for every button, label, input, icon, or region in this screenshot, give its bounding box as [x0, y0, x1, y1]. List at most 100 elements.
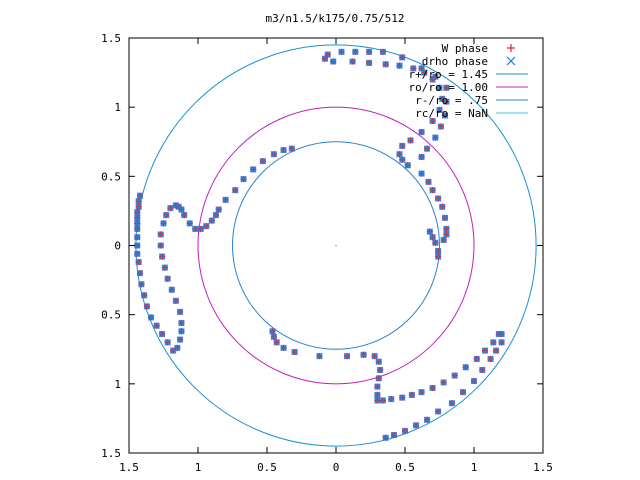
- center-point: [335, 244, 337, 247]
- drho-phase-point-97: [443, 231, 450, 238]
- x-tick-label-1: 1: [195, 461, 202, 474]
- drho-phase-point-18: [164, 339, 171, 346]
- drho-phase-point-42: [157, 231, 164, 238]
- legend-entry-1: drho phase: [422, 55, 516, 68]
- drho-phase-point-30: [222, 196, 229, 203]
- drho-phase-point-120: [366, 59, 373, 66]
- drho-phase-point-11: [137, 270, 143, 277]
- drho-phase-point-114: [436, 84, 443, 91]
- drho-phase-point-17: [159, 331, 166, 337]
- drho-phase-point-85: [487, 356, 494, 362]
- drho-phase-point-92: [413, 422, 419, 429]
- drho-phase-point-55: [270, 333, 277, 340]
- drho-phase-point-4: [134, 214, 141, 221]
- x-tick-label-2: 0.5: [257, 461, 277, 474]
- drho-phase-point-125: [338, 48, 345, 55]
- drho-phase-point-109: [407, 137, 414, 144]
- drho-phase-point-91: [424, 416, 431, 423]
- drho-phase-point-53: [174, 344, 181, 351]
- legend-label-4: r-/ro = .75: [415, 94, 488, 107]
- drho-phase-point-136: [432, 134, 439, 141]
- x-tick-label-5: 1: [471, 461, 478, 474]
- y-tick-label-3: 0: [114, 240, 121, 253]
- legend-entry-0: W phase: [442, 42, 515, 55]
- drho-phase-point-15: [148, 314, 155, 321]
- drho-phase-point-41: [160, 220, 167, 227]
- drho-phase-point-9: [134, 250, 141, 257]
- drho-phase-point-73: [418, 389, 425, 396]
- drho-phase-point-96: [440, 237, 447, 243]
- y-tick-label-4: 0.5: [101, 170, 121, 183]
- drho-phase-point-35: [270, 151, 277, 158]
- legend-marker-1: [506, 56, 516, 66]
- drho-phase-point-21: [178, 206, 185, 213]
- y-tick-label-6: 1.5: [101, 32, 121, 45]
- drho-phase-point-74: [429, 385, 436, 391]
- legend-label-2: r+/ro = 1.45: [409, 68, 488, 81]
- drho-phase-point-75: [440, 379, 447, 386]
- drho-phase-point-29: [215, 206, 222, 213]
- drho-phase-point-99: [442, 214, 448, 221]
- drho-phase-point-124: [324, 51, 331, 58]
- drho-phase-point-13: [141, 292, 148, 299]
- drho-phase-point-63: [375, 358, 382, 365]
- drho-phase-point-129: [399, 54, 406, 61]
- drho-phase-point-102: [429, 187, 436, 194]
- drho-phase-point-40: [163, 212, 170, 218]
- legend-label-5: rc/ro = NaN: [415, 107, 488, 120]
- x-tick-label-0: 1.5: [119, 461, 139, 474]
- drho-phase-point-25: [197, 225, 204, 232]
- drho-phase-point-47: [168, 286, 175, 293]
- drho-phase-point-2: [135, 203, 142, 210]
- drho-phase-point-110: [418, 129, 425, 135]
- drho-phase-point-56: [273, 339, 280, 346]
- drho-phase-point-26: [203, 223, 210, 230]
- drho-phase-point-38: [172, 202, 179, 209]
- drho-phase-point-143: [426, 228, 433, 235]
- drho-phase-point-116: [421, 69, 428, 76]
- drho-phase-point-54: [269, 328, 276, 335]
- drho-phase-point-59: [316, 353, 323, 360]
- drho-phase-point-134: [442, 112, 448, 119]
- drho-phase-point-37: [288, 145, 295, 152]
- drho-phase-point-70: [388, 396, 395, 402]
- legend-label-3: ro/ro = 1.00: [409, 81, 488, 94]
- drho-phase-point-122: [330, 58, 337, 65]
- drho-phase-point-140: [435, 248, 442, 254]
- legend-marker-0: [507, 44, 515, 52]
- drho-phase-point-69: [379, 397, 386, 404]
- drho-phase-point-88: [460, 389, 466, 396]
- y-tick-label-0: 1.5: [101, 447, 121, 460]
- drho-phase-point-127: [366, 48, 373, 55]
- drho-phase-point-84: [493, 347, 500, 354]
- drho-phase-point-61: [360, 351, 367, 358]
- drho-phase-point-48: [172, 297, 179, 304]
- drho-phase-point-105: [404, 162, 411, 169]
- drho-phase-point-19: [170, 347, 177, 354]
- drho-phase-point-34: [259, 158, 266, 165]
- drho-phase-point-78: [473, 356, 480, 362]
- drho-phase-point-49: [177, 308, 183, 315]
- drho-phase-point-62: [371, 353, 378, 360]
- drho-phase-point-82: [498, 331, 505, 337]
- drho-phase-point-65: [375, 375, 382, 382]
- drho-phase-point-50: [178, 320, 185, 326]
- drho-phase-point-10: [135, 259, 142, 266]
- drho-phase-point-119: [382, 61, 389, 68]
- drho-phase-point-123: [322, 55, 328, 62]
- drho-phase-point-22: [181, 212, 188, 218]
- drho-phase-point-66: [374, 383, 381, 390]
- drho-phase-point-86: [479, 367, 486, 373]
- drho-phase-point-128: [379, 48, 386, 55]
- drho-phase-point-72: [408, 391, 415, 398]
- drho-phase-point-43: [157, 242, 164, 249]
- chart-title: m3/n1.5/k175/0.75/512: [265, 12, 404, 25]
- drho-phase-point-0: [137, 192, 143, 199]
- drho-phase-point-45: [161, 264, 168, 271]
- drho-phase-point-101: [435, 195, 442, 202]
- drho-phase-point-141: [432, 239, 439, 246]
- drho-phase-point-104: [418, 170, 425, 177]
- drho-phase-point-33: [250, 166, 257, 173]
